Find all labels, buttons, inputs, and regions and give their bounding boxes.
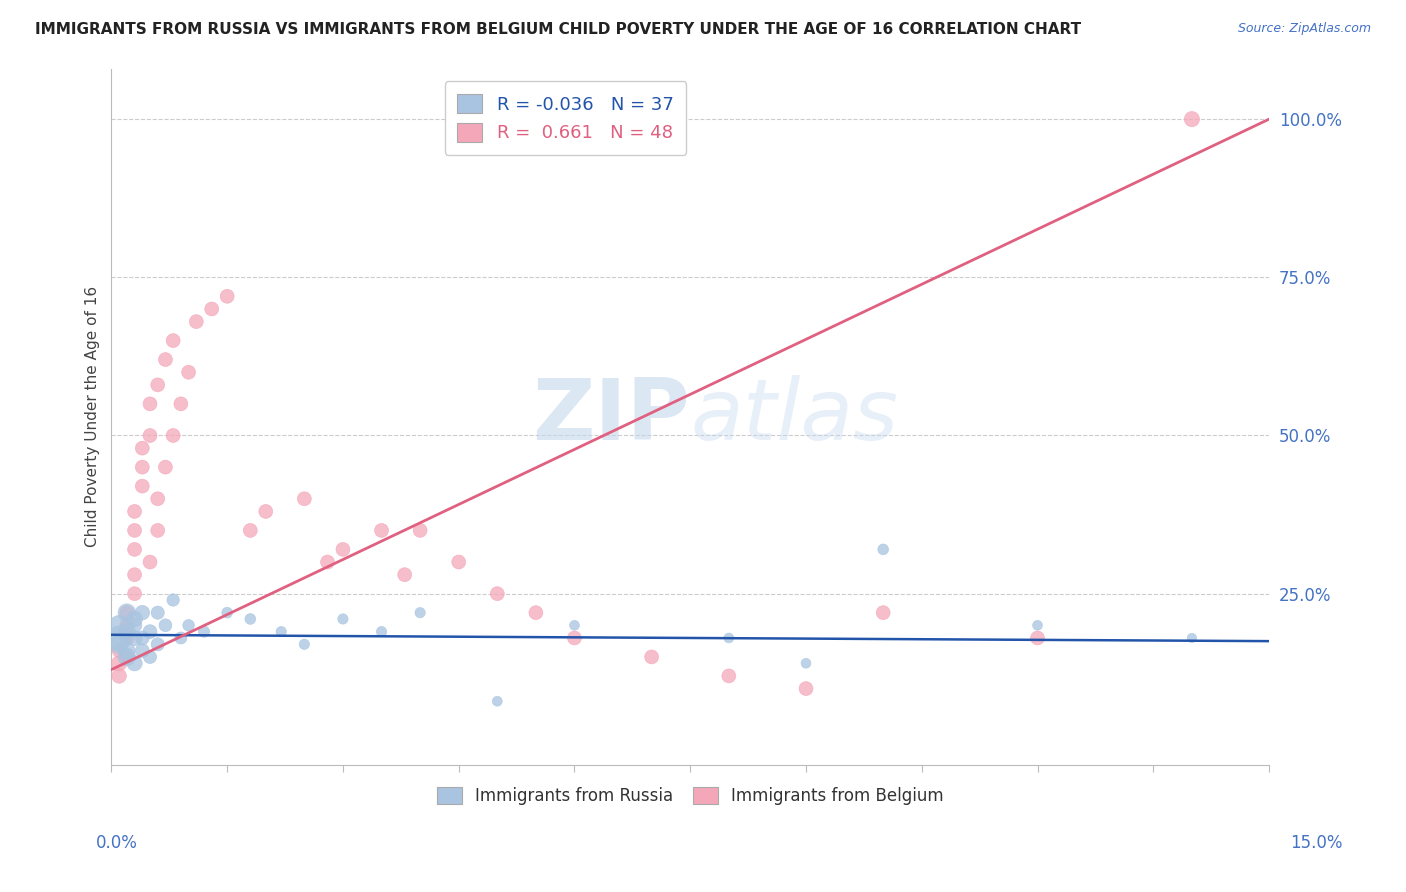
Point: [115, 618, 138, 632]
Point: [115, 649, 138, 664]
Point: [201, 301, 224, 316]
Point: [162, 593, 184, 607]
Point: [115, 643, 138, 657]
Point: [872, 606, 894, 620]
Point: [316, 555, 339, 569]
Point: [162, 428, 184, 442]
Point: [409, 524, 432, 538]
Point: [108, 643, 131, 657]
Text: Source: ZipAtlas.com: Source: ZipAtlas.com: [1237, 22, 1371, 36]
Point: [115, 606, 138, 620]
Point: [370, 624, 392, 639]
Point: [177, 365, 200, 379]
Point: [794, 657, 817, 671]
Point: [217, 289, 239, 303]
Point: [115, 649, 138, 664]
Point: [146, 524, 169, 538]
Point: [131, 606, 153, 620]
Point: [131, 479, 153, 493]
Point: [872, 542, 894, 557]
Point: [131, 643, 153, 657]
Point: [131, 441, 153, 455]
Point: [170, 631, 193, 645]
Point: [155, 460, 177, 475]
Point: [146, 491, 169, 506]
Point: [1181, 112, 1204, 127]
Point: [115, 606, 138, 620]
Point: [486, 694, 509, 708]
Point: [139, 397, 162, 411]
Point: [564, 631, 586, 645]
Point: [524, 606, 547, 620]
Point: [146, 606, 169, 620]
Point: [640, 649, 662, 664]
Legend: Immigrants from Russia, Immigrants from Belgium: Immigrants from Russia, Immigrants from …: [426, 777, 953, 815]
Point: [139, 428, 162, 442]
Point: [155, 618, 177, 632]
Point: [409, 606, 432, 620]
Point: [124, 657, 146, 671]
Point: [108, 657, 131, 671]
Point: [124, 567, 146, 582]
Y-axis label: Child Poverty Under the Age of 16: Child Poverty Under the Age of 16: [86, 286, 100, 547]
Point: [177, 618, 200, 632]
Point: [146, 377, 169, 392]
Point: [717, 669, 740, 683]
Point: [717, 631, 740, 645]
Text: atlas: atlas: [690, 375, 898, 458]
Point: [124, 524, 146, 538]
Point: [564, 618, 586, 632]
Point: [115, 631, 138, 645]
Point: [1181, 631, 1204, 645]
Point: [131, 631, 153, 645]
Point: [108, 637, 131, 651]
Point: [108, 631, 131, 645]
Point: [292, 491, 315, 506]
Point: [394, 567, 416, 582]
Text: IMMIGRANTS FROM RUSSIA VS IMMIGRANTS FROM BELGIUM CHILD POVERTY UNDER THE AGE OF: IMMIGRANTS FROM RUSSIA VS IMMIGRANTS FRO…: [35, 22, 1081, 37]
Point: [217, 606, 239, 620]
Point: [139, 555, 162, 569]
Point: [115, 624, 138, 639]
Point: [239, 612, 262, 626]
Point: [332, 612, 354, 626]
Point: [292, 637, 315, 651]
Point: [254, 504, 277, 518]
Point: [108, 618, 131, 632]
Point: [239, 524, 262, 538]
Point: [447, 555, 470, 569]
Point: [270, 624, 292, 639]
Point: [155, 352, 177, 367]
Point: [1026, 618, 1049, 632]
Point: [193, 624, 215, 639]
Point: [131, 460, 153, 475]
Text: ZIP: ZIP: [533, 375, 690, 458]
Point: [146, 637, 169, 651]
Point: [186, 315, 208, 329]
Point: [124, 587, 146, 601]
Point: [124, 612, 146, 626]
Point: [486, 587, 509, 601]
Point: [124, 631, 146, 645]
Text: 15.0%: 15.0%: [1291, 834, 1343, 852]
Text: 0.0%: 0.0%: [96, 834, 138, 852]
Point: [170, 397, 193, 411]
Point: [108, 669, 131, 683]
Point: [124, 618, 146, 632]
Point: [124, 542, 146, 557]
Point: [332, 542, 354, 557]
Point: [370, 524, 392, 538]
Point: [794, 681, 817, 696]
Point: [139, 649, 162, 664]
Point: [1026, 631, 1049, 645]
Point: [162, 334, 184, 348]
Point: [124, 504, 146, 518]
Point: [139, 624, 162, 639]
